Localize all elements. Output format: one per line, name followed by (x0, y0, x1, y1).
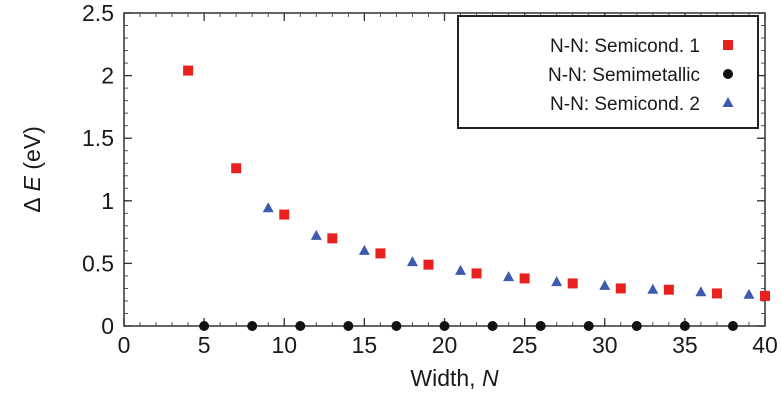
data-point-square (567, 278, 578, 289)
data-point-square (231, 163, 242, 174)
legend-label: N-N: Semicond. 2 (550, 94, 700, 115)
data-point-circle (631, 321, 642, 331)
data-point-triangle (647, 283, 659, 294)
data-point-circle (679, 321, 690, 331)
data-point-triangle (695, 286, 707, 297)
data-point-square (279, 209, 290, 220)
data-point-square (760, 290, 770, 301)
y-tick-label: 2 (101, 63, 114, 89)
x-tick-label: 25 (512, 332, 538, 358)
y-tick-label: 0.5 (82, 250, 114, 276)
y-tick-label: 1.5 (82, 125, 114, 151)
data-point-triangle (358, 244, 370, 255)
data-point-triangle (406, 256, 418, 267)
x-axis-label: Width, N (410, 365, 499, 391)
series-triangle (262, 202, 755, 299)
data-points (183, 65, 770, 331)
series-circle (199, 321, 738, 331)
legend-marker-square (723, 40, 733, 50)
data-point-square (375, 248, 386, 259)
y-axis-label: ΔE (eV) (19, 126, 45, 213)
data-point-square (183, 65, 194, 76)
legend-label: N-N: Semicond. 1 (550, 36, 700, 57)
legend-box (457, 15, 759, 129)
x-tick-label: 10 (271, 332, 297, 358)
data-point-square (615, 283, 626, 294)
legend: N-N: Semicond. 1 N-N: Semimetallic N-N: Se… (457, 15, 759, 129)
x-tick-label: 0 (118, 332, 131, 358)
legend-label: N-N: Semimetallic (548, 65, 700, 86)
data-point-square (327, 233, 338, 244)
data-point-circle (295, 321, 306, 331)
data-point-circle (535, 321, 546, 331)
data-point-square (471, 268, 482, 279)
legend-marker-triangle (722, 97, 734, 107)
y-tick-label: 2.5 (82, 0, 114, 26)
data-point-triangle (743, 288, 755, 299)
x-tick-label: 15 (352, 332, 378, 358)
x-tick-label: 40 (752, 332, 778, 358)
data-point-triangle (503, 271, 515, 282)
data-point-triangle (551, 276, 563, 287)
y-tick-label: 1 (101, 188, 114, 214)
data-point-square (423, 259, 434, 270)
data-point-triangle (455, 264, 467, 275)
data-point-circle (199, 321, 210, 331)
data-point-square (711, 288, 722, 299)
legend-items: N-N: Semicond. 1 N-N: Semimetallic N-N: Se… (548, 36, 734, 115)
data-point-triangle (310, 229, 322, 240)
x-tick-label: 35 (672, 332, 698, 358)
x-tick-label: 30 (592, 332, 618, 358)
data-point-square (663, 284, 674, 295)
legend-marker-circle (723, 69, 733, 79)
series-square (183, 65, 770, 301)
data-point-circle (391, 321, 402, 331)
x-tick-label: 5 (198, 332, 211, 358)
y-tick-labels: 0 0.5 1 1.5 2 2.5 (82, 0, 114, 339)
data-point-circle (247, 321, 258, 331)
data-point-square (519, 273, 530, 284)
y-tick-label: 0 (101, 313, 114, 339)
data-point-circle (727, 321, 738, 331)
data-point-circle (343, 321, 354, 331)
data-point-circle (439, 321, 450, 331)
x-tick-label: 20 (432, 332, 458, 358)
data-point-circle (487, 321, 498, 331)
data-point-triangle (262, 202, 274, 213)
data-point-triangle (599, 279, 611, 290)
x-tick-labels: 0 5 10 15 20 25 30 35 40 (118, 332, 778, 358)
data-point-circle (583, 321, 594, 331)
